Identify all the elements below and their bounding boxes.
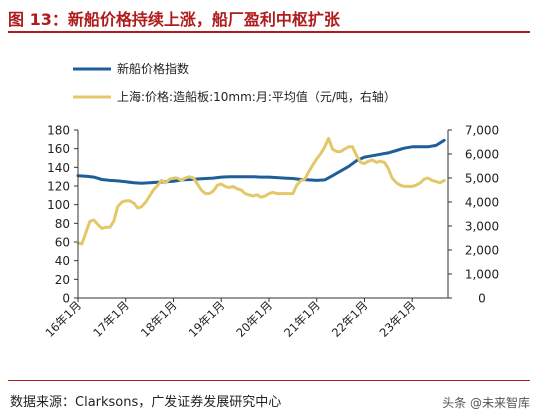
left-tick-label: 60 — [55, 236, 70, 250]
source-note: 数据来源：Clarksons，广发证券发展研究中心 — [10, 395, 282, 410]
left-tick-label: 160 — [47, 142, 70, 156]
left-tick-label: 80 — [55, 217, 70, 231]
x-tick-label: 17年1月 — [90, 298, 132, 340]
left-tick-label: 20 — [55, 273, 70, 287]
series-layer — [76, 136, 446, 246]
legend-label-series-0: 新船价格指数 — [117, 61, 189, 76]
right-axis-ticks: 0 1,000 2,000 3,000 4,000 5,000 6,000 7,000 — [448, 124, 499, 306]
source-rule — [8, 380, 530, 381]
legend-label-series-1: 上海:价格:造船板:10mm:月:平均值（元/吨，右轴） — [117, 89, 396, 104]
x-tick-label: 23年1月 — [377, 298, 419, 340]
right-tick-label: 7,000 — [465, 124, 499, 138]
watermark: 头条 @未来智库 — [442, 396, 530, 410]
x-tick-label: 19年1月 — [186, 298, 228, 340]
legend: 新船价格指数 上海:价格:造船板:10mm:月:平均值（元/吨，右轴） — [73, 61, 396, 104]
right-tick-label: 6,000 — [465, 148, 499, 162]
right-tick-label: 5,000 — [465, 172, 499, 186]
series-line-1 — [76, 136, 446, 246]
left-tick-label: 100 — [47, 198, 70, 212]
figure-title: 图 13：新船价格持续上涨，船厂盈利中枢扩张 — [8, 10, 340, 29]
line-chart: 新船价格指数 上海:价格:造船板:10mm:月:平均值（元/吨，右轴） 0 20 4… — [42, 61, 499, 340]
axis-lines — [77, 130, 449, 299]
x-tick-label: 22年1月 — [329, 298, 371, 340]
title-rule — [8, 31, 530, 33]
left-tick-label: 140 — [47, 161, 70, 175]
right-tick-label: 1,000 — [465, 268, 499, 282]
left-tick-label: 180 — [47, 124, 70, 138]
left-tick-label: 0 — [62, 292, 70, 306]
right-tick-label: 4,000 — [465, 196, 499, 210]
right-tick-label: 3,000 — [465, 220, 499, 234]
x-tick-label: 18年1月 — [138, 298, 180, 340]
left-tick-label: 40 — [55, 254, 70, 268]
left-axis-ticks: 0 20 40 60 80 100 120 140 160 180 — [47, 124, 78, 306]
right-tick-label: 0 — [478, 292, 486, 306]
x-tick-label: 21年1月 — [281, 298, 323, 340]
left-tick-label: 120 — [47, 180, 70, 194]
x-axis-ticks: 16年1月 17年1月 18年1月 19年1月 20年1月 21年1月 22年1月 23年1月 — [42, 298, 418, 340]
x-tick-label: 20年1月 — [233, 298, 275, 340]
series-line-0 — [76, 138, 446, 185]
right-tick-label: 2,000 — [465, 244, 499, 258]
